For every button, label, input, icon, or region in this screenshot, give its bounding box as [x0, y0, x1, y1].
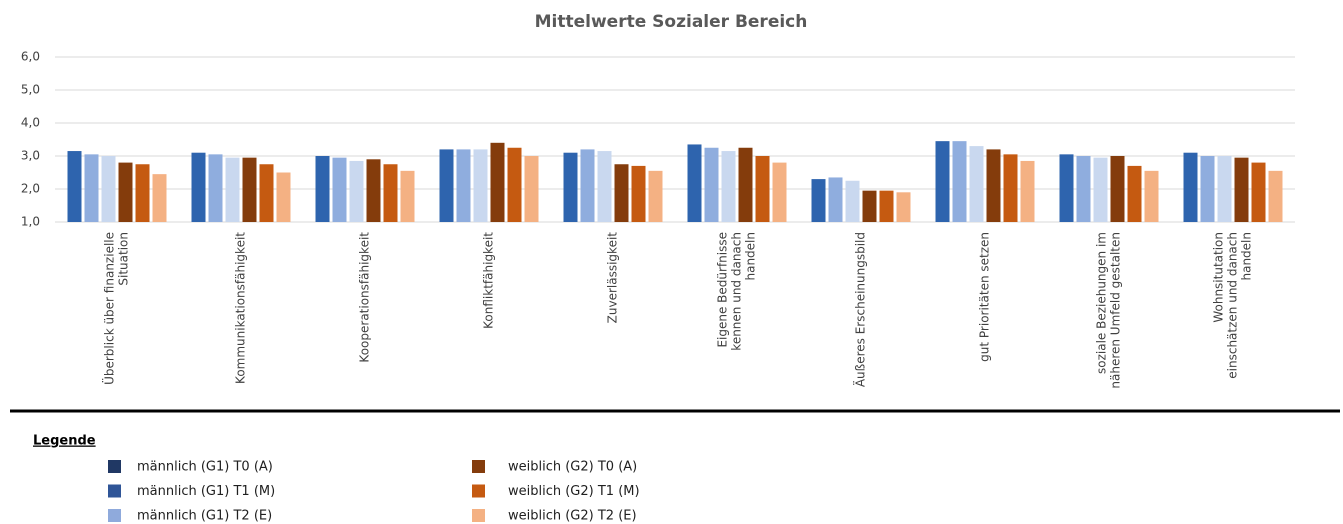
- legend-label: weiblich (G2) T1 (M): [508, 484, 640, 499]
- bar: [614, 164, 629, 222]
- x-tick-label: Äußeres Erscheinungsbild: [853, 232, 868, 387]
- bar: [738, 147, 753, 222]
- bar: [879, 190, 894, 222]
- bar: [524, 156, 539, 222]
- legend-swatch: [108, 484, 121, 498]
- bar: [580, 149, 595, 222]
- bar: [772, 162, 787, 222]
- bar: [687, 144, 702, 222]
- bar: [366, 159, 381, 222]
- bar: [101, 156, 116, 222]
- bar: [1144, 170, 1159, 222]
- bar: [862, 190, 877, 222]
- bar: [400, 170, 415, 222]
- bar: [242, 157, 257, 222]
- legend-swatch: [472, 484, 485, 498]
- x-tick-label: näheren Umfeld gestalten: [1109, 232, 1123, 389]
- x-tick-label: gut Prioritäten setzen: [978, 232, 992, 362]
- bar: [507, 147, 522, 222]
- legend-swatch: [108, 509, 121, 522]
- bar: [952, 141, 967, 222]
- x-tick-label: handeln: [744, 232, 758, 281]
- bar: [276, 172, 291, 222]
- bar: [473, 149, 488, 222]
- legend-swatch: [472, 460, 485, 473]
- y-tick-label: 2,0: [21, 182, 40, 196]
- bar: [135, 164, 150, 222]
- x-tick-label: Wohnsitutation: [1212, 232, 1226, 323]
- bar: [1093, 157, 1108, 222]
- y-tick-label: 3,0: [21, 149, 40, 163]
- bar: [225, 157, 240, 222]
- bar: [631, 165, 646, 222]
- bar: [349, 160, 364, 222]
- bar: [1020, 160, 1035, 222]
- legend-label: männlich (G1) T0 (A): [137, 460, 273, 475]
- legend-label: männlich (G1) T1 (M): [137, 484, 275, 499]
- legend-swatch: [472, 509, 485, 522]
- bar: [259, 164, 274, 222]
- bar: [84, 154, 99, 222]
- bar: [986, 149, 1001, 222]
- y-tick-label: 5,0: [21, 83, 40, 97]
- bar: [845, 180, 860, 222]
- bar: [1200, 156, 1215, 222]
- bar: [152, 174, 167, 222]
- bar: [1251, 162, 1266, 222]
- bar: [1183, 152, 1198, 222]
- bar: [118, 162, 133, 222]
- bar: [439, 149, 454, 222]
- bar: [1003, 154, 1018, 222]
- bar: [563, 152, 578, 222]
- bar: [597, 151, 612, 222]
- bar: [1076, 156, 1091, 222]
- bar: [648, 170, 663, 222]
- bar: [969, 146, 984, 222]
- x-tick-label: Eigene Bedürfnisse: [716, 232, 730, 348]
- y-tick-label: 1,0: [21, 215, 40, 229]
- legend-swatch: [108, 460, 121, 473]
- bar: [490, 142, 505, 222]
- x-tick-label: Kooperationsfähigkeit: [358, 232, 372, 363]
- bar: [896, 192, 911, 222]
- x-tick-label: Situation: [117, 232, 131, 286]
- bar: [1234, 157, 1249, 222]
- x-tick-label: handeln: [1240, 232, 1254, 281]
- bar: [935, 141, 950, 222]
- bar: [315, 156, 330, 222]
- legend-title: Legende: [33, 434, 96, 449]
- bar: [811, 179, 826, 222]
- bar: [1059, 154, 1074, 222]
- bar: [332, 157, 347, 222]
- y-tick-label: 6,0: [21, 50, 40, 64]
- bar: [1110, 156, 1125, 222]
- legend-label: weiblich (G2) T2 (E): [508, 509, 637, 524]
- bar: [1217, 156, 1232, 222]
- x-tick-label: kennen und danach: [730, 232, 744, 351]
- x-tick-label: Kommunikationsfähigkeit: [234, 232, 248, 384]
- bar: [721, 151, 736, 222]
- bar: [704, 147, 719, 222]
- chart-title: Mittelwerte Sozialer Bereich: [535, 12, 808, 32]
- legend-label: männlich (G1) T2 (E): [137, 509, 272, 524]
- bar: [208, 154, 223, 222]
- x-tick-label: Überblick über finanzielle: [101, 232, 117, 385]
- x-tick-label: Konfliktfähigkeit: [482, 232, 496, 329]
- bar: [191, 152, 206, 222]
- bar: [383, 164, 398, 222]
- x-tick-label: soziale Beziehungen im: [1095, 232, 1109, 374]
- legend-label: weiblich (G2) T0 (A): [508, 460, 637, 475]
- bar: [755, 156, 770, 222]
- y-tick-label: 4,0: [21, 116, 40, 130]
- bar: [1268, 170, 1283, 222]
- bar: [1127, 165, 1142, 222]
- x-tick-label: einschätzen und danach: [1226, 232, 1240, 379]
- bar: [456, 149, 471, 222]
- bar: [67, 151, 82, 222]
- bar: [828, 177, 843, 222]
- x-tick-label: Zuverlässigkeit: [606, 232, 620, 324]
